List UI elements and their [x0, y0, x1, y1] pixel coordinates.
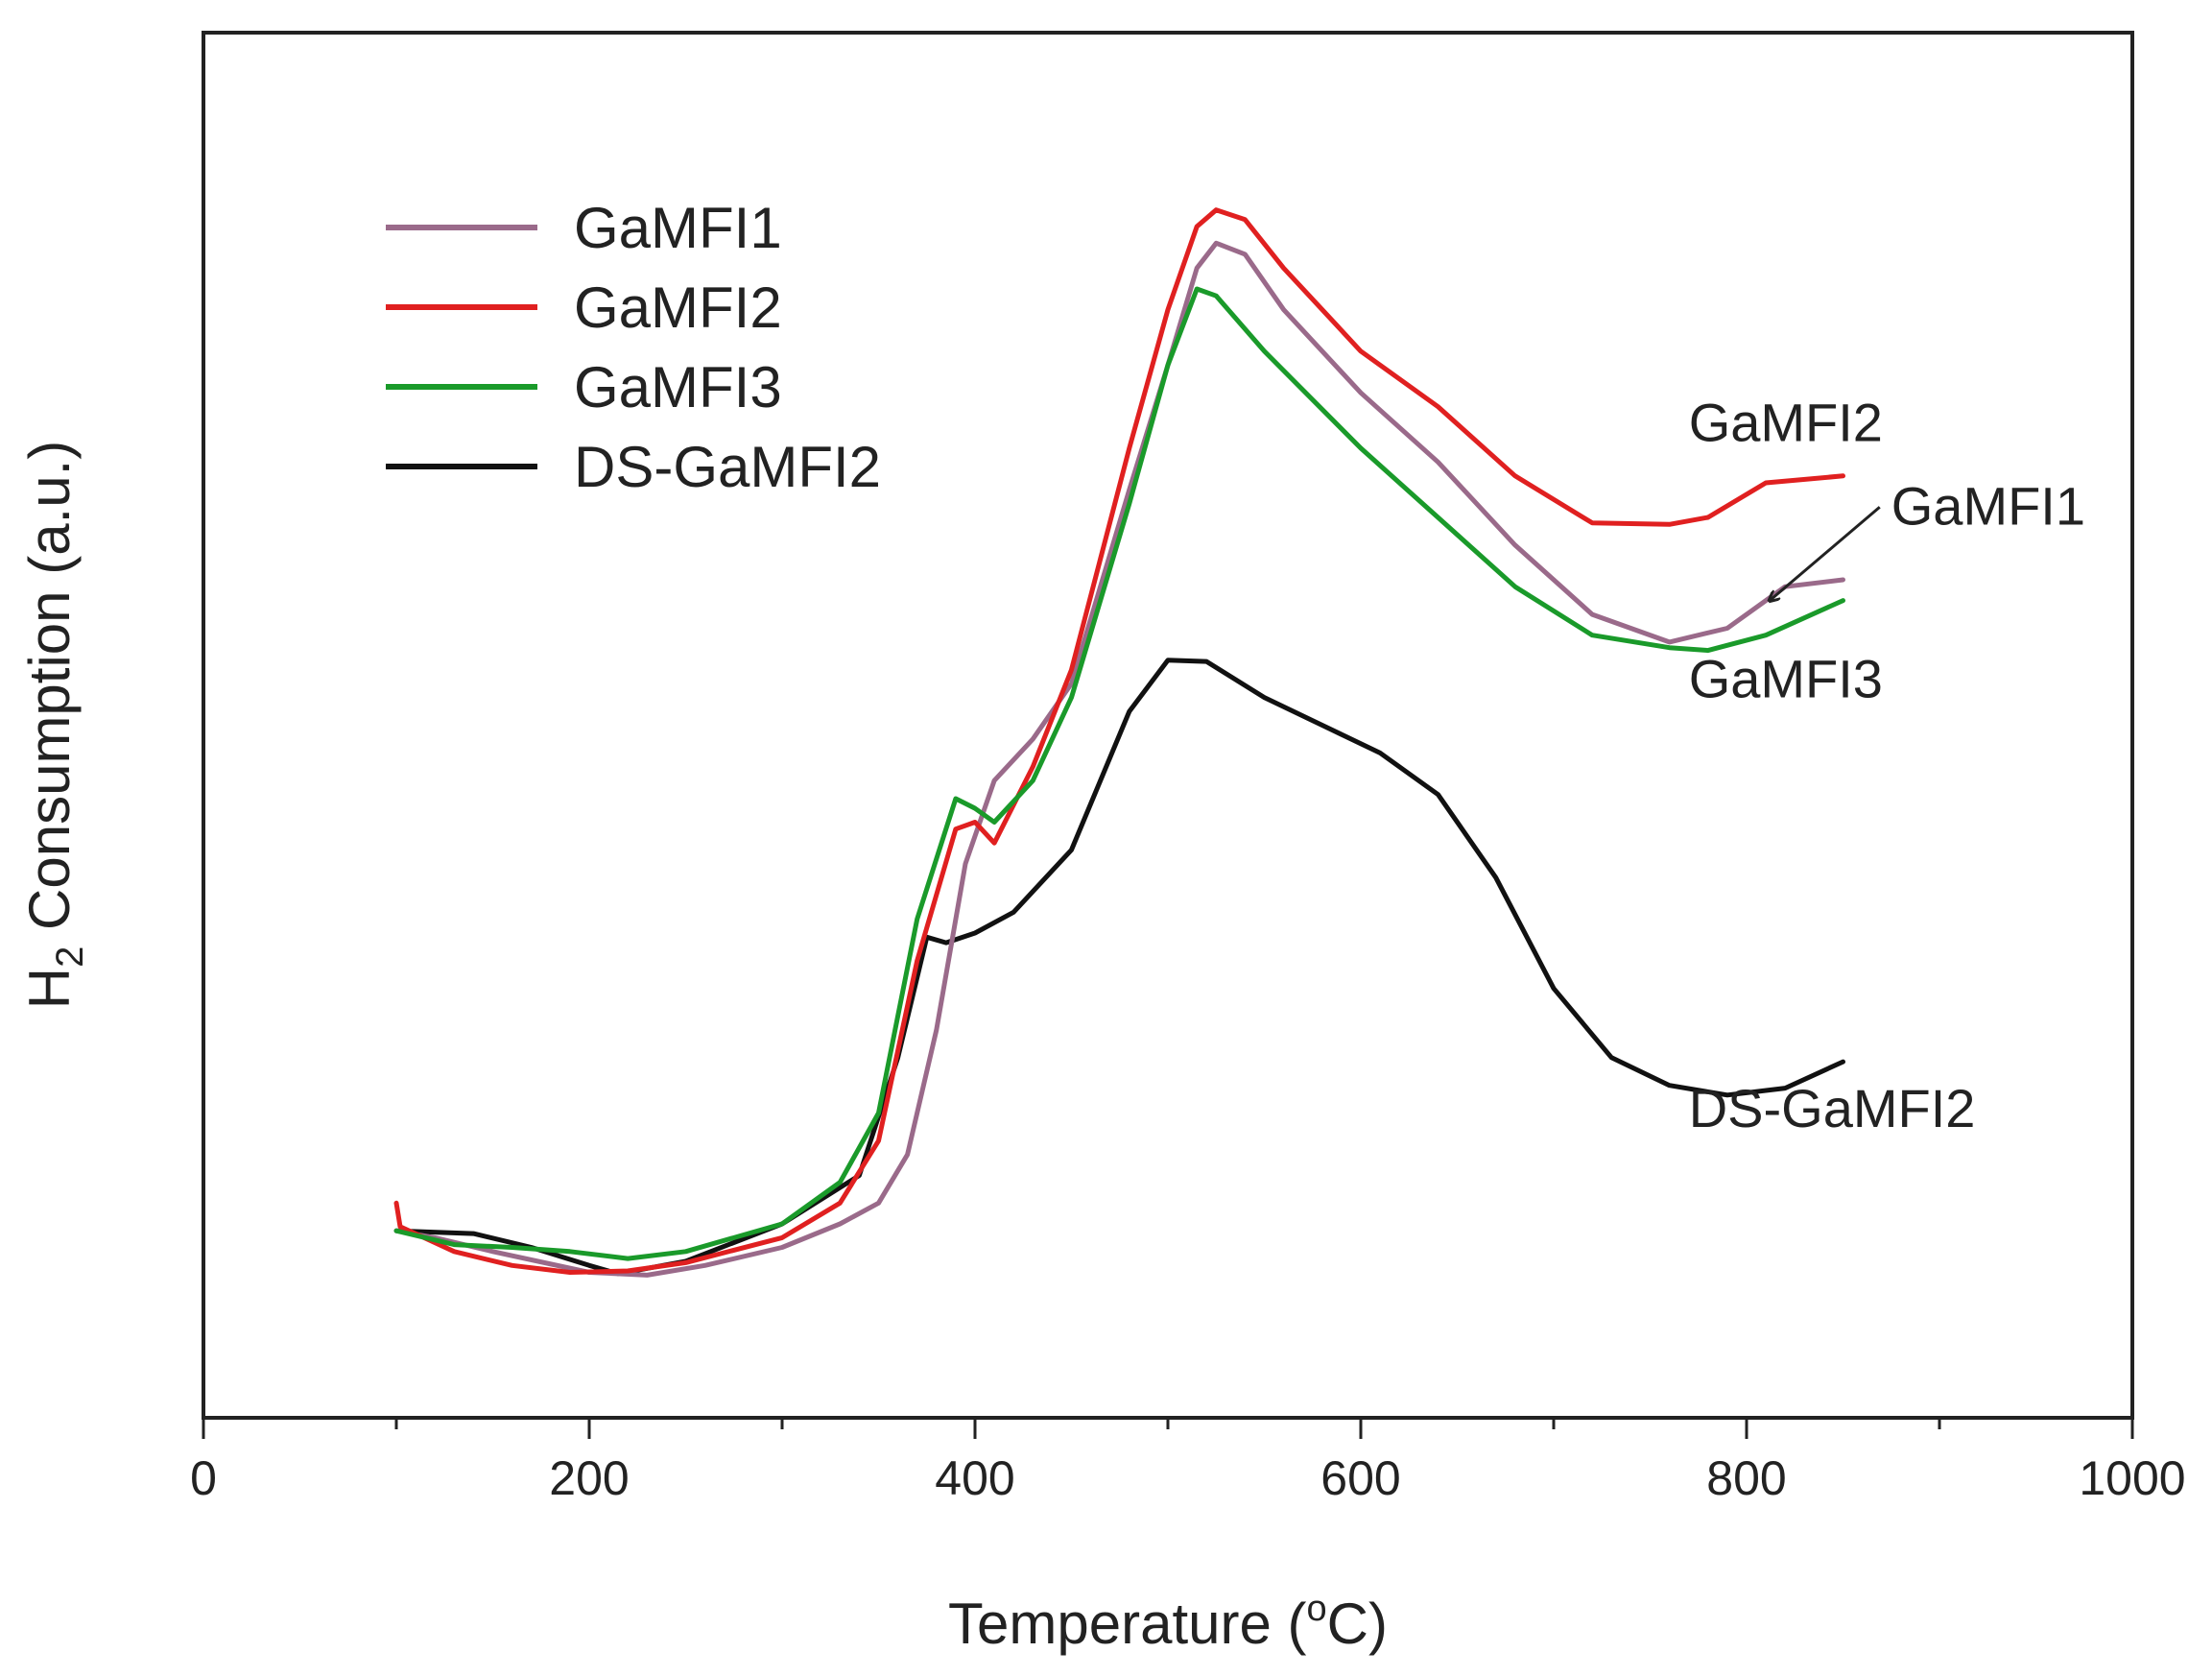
annotation-gamfi2: GaMFI2 [1689, 393, 1883, 453]
x-tick-label: 400 [935, 1451, 1014, 1505]
annotation-ds-gamfi2: DS-GaMFI2 [1689, 1078, 1976, 1138]
series-layer [393, 207, 1845, 1278]
legend: GaMFI1 GaMFI2 GaMFI3 DS-GaMFI2 [386, 196, 881, 499]
annotation-arrow [1770, 506, 1881, 600]
series-line-gamfi1 [393, 240, 1845, 1278]
legend-label-gamfi2: GaMFI2 [574, 275, 782, 340]
x-tick-label: 800 [1706, 1451, 1786, 1505]
series-line-ds-gamfi2 [393, 658, 1845, 1277]
x-axis-ticks [202, 1418, 2134, 1439]
legend-label-gamfi1: GaMFI1 [574, 196, 782, 260]
x-axis-title: Temperature (oC) [948, 1589, 1388, 1656]
annotation-gamfi1: GaMFI1 [1891, 475, 2085, 536]
x-tick-label: 600 [1320, 1451, 1400, 1505]
annotation-gamfi3: GaMFI3 [1689, 649, 1883, 709]
x-tick-label: 0 [190, 1451, 217, 1505]
legend-label-ds-gamfi2: DS-GaMFI2 [574, 435, 881, 499]
legend-label-gamfi3: GaMFI3 [574, 355, 782, 419]
series-line-gamfi3 [393, 286, 1845, 1261]
series-line-gamfi2 [393, 207, 1845, 1275]
plot-frame [202, 31, 2134, 1420]
x-tick-label: 200 [549, 1451, 629, 1505]
y-axis-title: H2 Consumption (a.u.) [17, 441, 91, 1010]
x-axis-tick-labels: 0 200 400 600 800 1000 [190, 1451, 2186, 1505]
x-tick-label: 1000 [2079, 1451, 2185, 1505]
